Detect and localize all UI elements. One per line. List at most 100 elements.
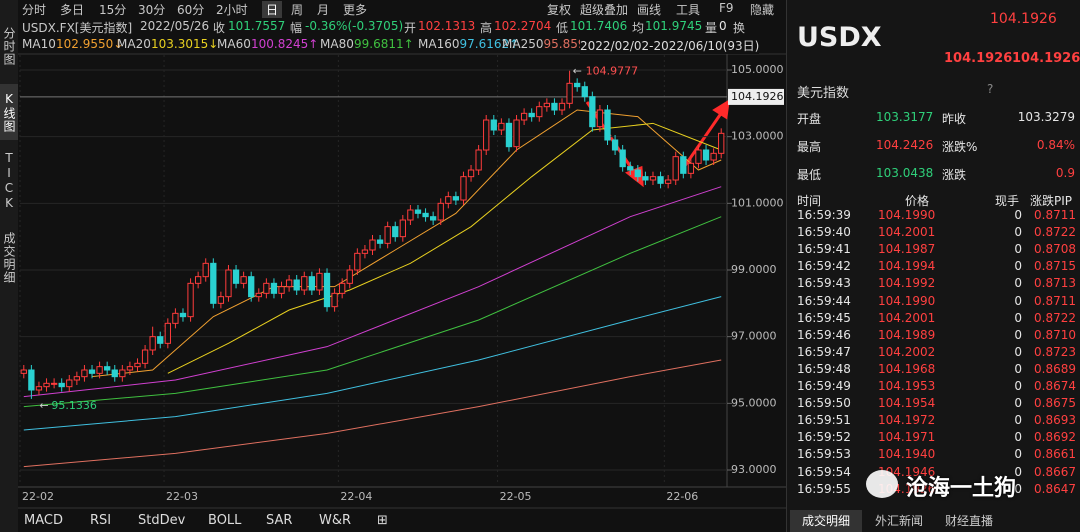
candle-body [217, 296, 225, 304]
toolbar-button[interactable]: 15分 [99, 3, 127, 17]
column-header: 价格 [905, 194, 930, 208]
candle-body [43, 382, 50, 388]
candle-body [558, 102, 566, 111]
quote-high: 102.2704 [494, 19, 552, 33]
quote-open: 102.1313 [418, 19, 476, 33]
candle-body [331, 292, 338, 308]
candle-body [452, 196, 460, 201]
toolbar-button[interactable]: 日 [262, 1, 283, 18]
x-tick-label: 22-04 [340, 490, 372, 503]
candle-body [119, 369, 126, 378]
toolbar-button[interactable]: 2小时 [216, 3, 248, 17]
trade-time: 16:59:46 [797, 327, 851, 342]
toolbar-button[interactable]: F9 [719, 1, 734, 15]
trade-price: 104.1954 [878, 396, 936, 411]
ma-name: MA80 [320, 37, 354, 51]
arrow [680, 111, 724, 171]
toolbar-button[interactable]: 超级叠加 [580, 3, 629, 17]
toolbar-button[interactable]: 复权 [547, 3, 572, 17]
trade-time: 16:59:51 [797, 413, 851, 428]
candle-body [718, 132, 725, 154]
stat-value: 103.3177 [876, 110, 934, 124]
indicator-tab[interactable]: RSI [90, 513, 112, 528]
toolbar-button[interactable]: 30分 [138, 3, 166, 17]
candle-body [437, 202, 444, 221]
trade-pip: 0.8647 [1034, 481, 1076, 496]
quote-date: 2022/05/26 [140, 19, 210, 33]
trade-price: 104.1992 [878, 276, 936, 291]
candle-body [210, 262, 217, 304]
candle-body [680, 156, 687, 174]
trade-volume: 0 [1014, 396, 1022, 411]
candle-body [88, 369, 96, 374]
panel-tab[interactable]: 外汇新闻 [874, 514, 923, 528]
indicator-tab[interactable]: SAR [266, 513, 293, 528]
toolbar-button[interactable]: 分时 [22, 3, 47, 17]
quote-avg: 101.9745 [645, 19, 703, 33]
ma-name: MA10 [22, 37, 56, 51]
side-tab[interactable]: 分时图 [2, 26, 16, 66]
quote-change: -0.36%(-0.3705) [305, 19, 404, 33]
trade-pip: 0.8661 [1034, 447, 1076, 462]
side-tab[interactable]: 成交明细 [2, 232, 16, 284]
panel-tab[interactable]: 成交明细 [790, 510, 862, 532]
trade-pip: 0.8708 [1034, 242, 1076, 257]
candle-body [96, 366, 103, 374]
panel-name: 美元指数 [797, 86, 850, 101]
candle-body [255, 292, 262, 298]
indicator-tab[interactable]: ⊞ [377, 513, 388, 528]
candle-body [619, 149, 626, 168]
indicator-tab[interactable]: MACD [24, 513, 63, 528]
candle-body [20, 369, 27, 374]
stat-label: 涨跌 [942, 168, 967, 182]
candle-body [429, 216, 437, 221]
toolbar-button[interactable]: 多日 [60, 3, 85, 17]
candle-body [407, 209, 414, 221]
quote-low-label: 低 [556, 21, 569, 35]
column-header: 现手 [995, 194, 1020, 208]
trade-volume: 0 [1014, 310, 1022, 325]
candle-body [194, 276, 202, 284]
indicator-tab[interactable]: BOLL [208, 513, 242, 528]
column-header: 时间 [797, 194, 822, 208]
candle-body [384, 226, 391, 244]
candle-body [642, 176, 649, 181]
stat-value: 104.2426 [876, 138, 934, 152]
candle-body [490, 119, 497, 131]
trade-price: 104.1971 [878, 430, 936, 445]
toolbar-button[interactable]: 更多 [343, 3, 368, 17]
candle-body [574, 82, 581, 88]
trade-time: 16:59:40 [797, 225, 851, 240]
trade-price: 104.1987 [878, 242, 936, 257]
high-annotation: 104.9777 [586, 65, 639, 78]
toolbar-button[interactable]: 隐藏 [750, 3, 775, 17]
side-tab[interactable]: TICK [2, 151, 16, 211]
quote-avg-label: 均 [632, 21, 645, 35]
panel-tab[interactable]: 财经直播 [944, 514, 993, 528]
toolbar-button[interactable]: 画线 [637, 3, 662, 17]
indicator-tab[interactable]: W&R [319, 513, 352, 528]
toolbar-button[interactable]: 月 [317, 3, 330, 17]
candle-body [240, 276, 247, 284]
candle-body [293, 279, 300, 291]
annotation-arrow: ← [39, 399, 48, 412]
trade-time: 16:59:53 [797, 447, 851, 462]
toolbar-button[interactable]: 工具 [676, 3, 701, 17]
trade-volume: 0 [1014, 293, 1022, 308]
candle-body [179, 312, 187, 318]
candle-body [323, 272, 331, 308]
candle-body [354, 252, 361, 271]
indicator-tab[interactable]: StdDev [138, 513, 186, 528]
candle-body [475, 149, 482, 171]
trade-volume: 0 [1014, 464, 1022, 479]
candle-body [672, 156, 679, 181]
trade-time: 16:59:39 [797, 208, 851, 222]
candle-body [111, 369, 118, 378]
candle-body [225, 269, 232, 298]
column-header: 涨跌PIP [1030, 194, 1073, 208]
chart: 105.0000 103.0000 101.0000 99.0000 97.0000 95… [18, 53, 786, 509]
toolbar-button[interactable]: 周 [291, 3, 304, 17]
side-tab[interactable]: K线图 [0, 84, 18, 140]
help-icon[interactable]: ? [987, 82, 994, 96]
toolbar-button[interactable]: 60分 [177, 3, 205, 17]
